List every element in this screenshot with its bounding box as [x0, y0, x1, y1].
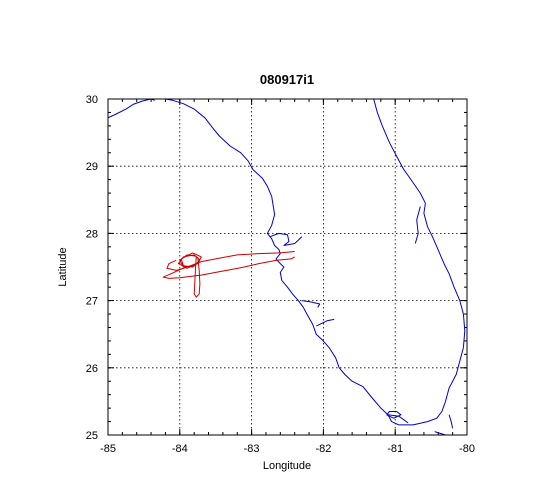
x-tick-label: -84	[172, 443, 188, 455]
coastline-line	[165, 99, 466, 426]
y-tick-label: 27	[86, 296, 98, 308]
coastline-line	[269, 232, 303, 246]
coastline-line	[448, 414, 454, 429]
y-tick-label: 26	[86, 363, 98, 375]
plot-frame	[107, 98, 468, 436]
flight-track-line	[177, 252, 202, 269]
chart-title: 080917i1	[260, 72, 314, 87]
x-tick-label: -80	[459, 443, 475, 455]
x-axis-label: Longitude	[263, 460, 311, 472]
grid	[108, 99, 467, 435]
y-tick-label: 25	[86, 430, 98, 442]
y-tick-label: 30	[86, 94, 98, 106]
coastline-line	[315, 318, 335, 327]
y-axis-label: Latitude	[57, 247, 69, 286]
x-tick-label: -83	[244, 443, 260, 455]
coastline-line	[301, 300, 321, 308]
tick-labels: -85 -84 -83 -82 -81 -80 25 26 27 28 29 30	[86, 94, 475, 455]
y-tick-label: 28	[86, 228, 98, 240]
flight-track-line	[162, 251, 295, 279]
x-tick-label: -85	[100, 443, 116, 455]
y-tick-label: 29	[86, 161, 98, 173]
coastline-line	[108, 99, 152, 119]
tick-marks	[107, 98, 468, 436]
coastline-line	[386, 411, 402, 419]
flight-track-line	[166, 259, 184, 271]
x-tick-label: -82	[315, 443, 331, 455]
flight-track-line	[193, 256, 201, 298]
coastline-line	[434, 431, 457, 435]
coastline-line	[414, 206, 421, 244]
map-data	[108, 99, 466, 435]
x-tick-label: -81	[387, 443, 403, 455]
